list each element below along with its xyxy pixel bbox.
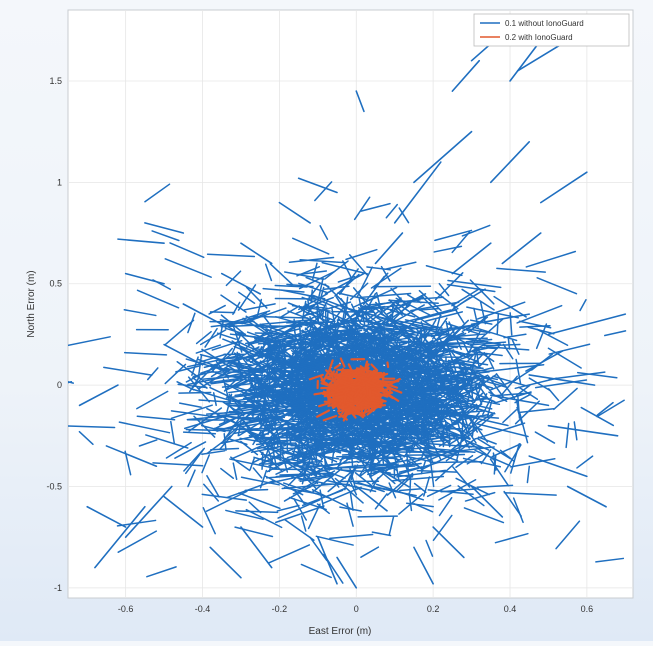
y-axis-title: North Error (m) (26, 270, 37, 337)
y-tick-label: 1.5 (49, 76, 62, 86)
legend: 0.1 without IonoGuard 0.2 with IonoGuard (474, 14, 629, 46)
series-1-segment (430, 373, 431, 398)
x-axis-title: East Error (m) (309, 626, 372, 637)
series-1-segment (358, 516, 397, 517)
y-tick-label: 0 (57, 380, 62, 390)
y-tick-label: -0.5 (46, 481, 62, 491)
x-tick-label: 0 (354, 604, 359, 614)
series-2-segment (367, 385, 368, 394)
series-1-segment (268, 338, 269, 351)
y-tick-label: 0.5 (49, 279, 62, 289)
x-axis-ticks: -0.6 -0.4 -0.2 0 0.2 0.4 0.6 (118, 604, 593, 614)
x-tick-label: -0.4 (195, 604, 211, 614)
series-1-segment (262, 452, 263, 469)
series-1-segment (280, 443, 281, 460)
y-axis-ticks: -1 -0.5 0 0.5 1 1.5 (46, 76, 62, 593)
series-2-segment (380, 381, 395, 382)
y-tick-label: -1 (54, 583, 62, 593)
series-1-segment (273, 599, 301, 600)
series-1-segment (644, 309, 647, 325)
series-2-segment (371, 403, 379, 404)
series-1-segment (272, 469, 314, 470)
x-tick-label: -0.6 (118, 604, 134, 614)
series-2-segment (387, 363, 388, 367)
series-2-segment (363, 380, 364, 385)
y-tick-label: 1 (57, 177, 62, 187)
x-tick-label: 0.6 (581, 604, 594, 614)
series-1-segment (12, 376, 28, 391)
x-tick-label: -0.2 (272, 604, 288, 614)
legend-label-series-1: 0.1 without IonoGuard (505, 19, 584, 28)
series-1-segment (311, 440, 334, 441)
series-1-segment (179, 393, 211, 394)
x-tick-label: 0.2 (427, 604, 440, 614)
series-1-segment (26, 382, 72, 393)
legend-label-series-2: 0.2 with IonoGuard (505, 33, 573, 42)
x-tick-label: 0.4 (504, 604, 517, 614)
series-1-segment (211, 312, 235, 313)
series-2-segment (344, 394, 345, 403)
series-1-segment (647, 443, 653, 461)
series-1-segment (435, 381, 465, 382)
